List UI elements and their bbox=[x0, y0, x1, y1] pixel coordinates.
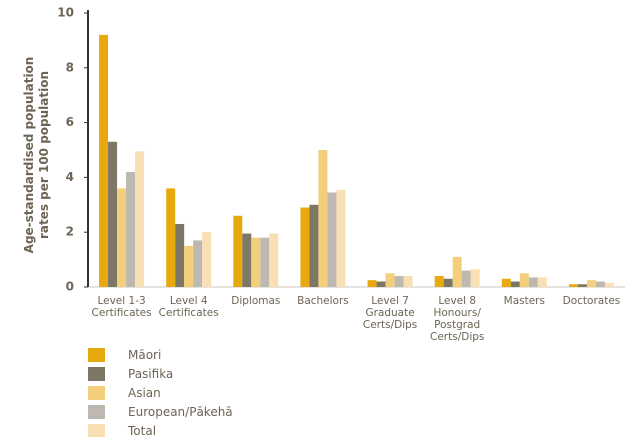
x-tick-label: Diplomas bbox=[231, 295, 281, 307]
legend-swatch bbox=[88, 405, 105, 419]
bar bbox=[251, 237, 261, 287]
legend-swatch bbox=[88, 348, 105, 362]
bar bbox=[367, 280, 377, 287]
bar bbox=[376, 281, 386, 287]
y-tick-label: 4 bbox=[66, 170, 74, 184]
y-tick-label: 8 bbox=[66, 60, 74, 74]
bar bbox=[394, 276, 404, 287]
bar bbox=[233, 215, 243, 287]
legend-label: European/Pākehā bbox=[128, 405, 233, 419]
bar bbox=[108, 141, 118, 287]
bar bbox=[135, 151, 145, 287]
legend-label: Asian bbox=[128, 386, 161, 400]
bar bbox=[452, 256, 462, 287]
x-tick-label: Level 1-3 Certificates bbox=[91, 295, 152, 319]
x-tick-label: Masters bbox=[503, 295, 545, 307]
bar bbox=[175, 223, 185, 287]
bar bbox=[528, 277, 538, 287]
bar bbox=[537, 277, 547, 287]
bar bbox=[443, 278, 453, 287]
x-tick-label: Level 8 Honours/ Postgrad Certs/Dips bbox=[430, 295, 485, 343]
bar bbox=[595, 281, 605, 287]
y-tick-label: 10 bbox=[57, 6, 74, 20]
bar bbox=[260, 237, 270, 287]
bar bbox=[604, 282, 614, 287]
bar bbox=[385, 273, 395, 287]
bar bbox=[336, 189, 346, 287]
bar bbox=[242, 233, 252, 287]
bar bbox=[501, 278, 511, 287]
bar bbox=[568, 284, 578, 287]
y-tick-label: 6 bbox=[66, 115, 74, 129]
bar bbox=[202, 232, 212, 287]
bar bbox=[403, 276, 413, 287]
bar bbox=[318, 150, 328, 287]
y-tick-label: 0 bbox=[66, 280, 74, 294]
bar bbox=[577, 284, 587, 287]
bar bbox=[510, 281, 520, 287]
bar bbox=[166, 188, 176, 287]
legend-label: Māori bbox=[128, 348, 162, 362]
bar bbox=[586, 280, 596, 287]
legend-swatch bbox=[88, 367, 105, 381]
legend-label: Pasifika bbox=[128, 367, 174, 381]
x-tick-label: Doctorates bbox=[562, 295, 621, 307]
bar bbox=[309, 204, 319, 287]
x-tick-label: Level 7 Graduate Certs/Dips bbox=[362, 295, 418, 331]
bar bbox=[519, 273, 529, 287]
bar bbox=[434, 276, 444, 287]
x-tick-label: Bachelors bbox=[297, 295, 349, 307]
bar bbox=[461, 270, 471, 287]
legend-swatch bbox=[88, 386, 105, 400]
bar bbox=[470, 269, 480, 287]
legend-swatch bbox=[88, 424, 105, 437]
y-axis-label: Age-standardised population rates per 10… bbox=[22, 56, 51, 254]
y-tick-label: 2 bbox=[66, 225, 74, 239]
legend-label: Total bbox=[128, 424, 157, 437]
bar bbox=[99, 34, 109, 287]
bar bbox=[126, 171, 136, 287]
bar bbox=[327, 192, 337, 287]
bar bbox=[193, 240, 203, 287]
bar bbox=[269, 233, 279, 287]
bar bbox=[184, 245, 194, 287]
x-tick-label: Level 4 Certificates bbox=[158, 295, 219, 319]
bar bbox=[300, 207, 310, 287]
bar bbox=[117, 188, 127, 287]
